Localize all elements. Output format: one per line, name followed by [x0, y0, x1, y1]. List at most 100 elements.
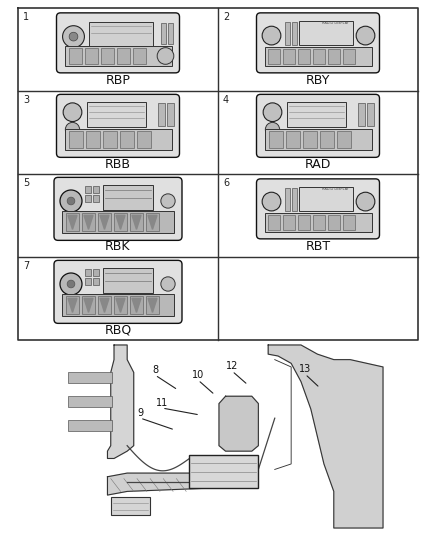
Text: RAD: RAD [305, 157, 331, 171]
Bar [285, 22, 290, 45]
Bar [114, 213, 127, 231]
Bar [166, 103, 173, 126]
Bar [312, 215, 325, 230]
Bar [85, 132, 99, 148]
Bar [328, 49, 339, 64]
FancyBboxPatch shape [57, 94, 180, 157]
Bar [98, 296, 111, 314]
Text: 8: 8 [152, 365, 158, 375]
Bar [343, 49, 354, 64]
Bar [283, 215, 294, 230]
Bar [133, 48, 145, 64]
Polygon shape [100, 298, 109, 312]
Bar [98, 213, 111, 231]
Bar [93, 278, 99, 285]
Bar [297, 49, 310, 64]
Bar [268, 132, 283, 148]
Text: 1: 1 [23, 12, 29, 22]
Text: 12: 12 [226, 361, 238, 371]
Bar [265, 213, 371, 232]
Circle shape [262, 26, 281, 45]
Polygon shape [132, 298, 141, 312]
FancyBboxPatch shape [57, 13, 180, 73]
FancyBboxPatch shape [257, 179, 379, 239]
Bar [268, 215, 279, 230]
Text: 9: 9 [137, 408, 143, 418]
Polygon shape [132, 215, 141, 229]
Polygon shape [116, 298, 125, 312]
Polygon shape [84, 215, 93, 229]
Bar [328, 215, 339, 230]
FancyBboxPatch shape [257, 94, 379, 157]
Bar [312, 49, 325, 64]
Bar [367, 103, 374, 126]
Polygon shape [84, 298, 93, 312]
Bar [68, 396, 113, 407]
Bar [62, 212, 174, 233]
Bar [82, 296, 95, 314]
Circle shape [63, 103, 82, 122]
FancyBboxPatch shape [54, 260, 182, 324]
Text: RADIO DISPLAY: RADIO DISPLAY [322, 187, 350, 191]
Bar [167, 23, 173, 44]
Bar [146, 296, 159, 314]
Bar [299, 21, 353, 45]
Text: 13: 13 [299, 364, 311, 374]
Text: RBB: RBB [105, 157, 131, 171]
Bar [102, 132, 117, 148]
Bar [158, 103, 165, 126]
Bar [190, 455, 258, 488]
Circle shape [161, 277, 175, 291]
Text: 3: 3 [23, 95, 29, 105]
Bar [68, 373, 113, 383]
Circle shape [263, 103, 282, 122]
Polygon shape [68, 215, 77, 229]
Bar [85, 187, 91, 193]
Circle shape [60, 190, 82, 212]
Bar [265, 47, 371, 66]
Text: RADIO DISPLAY: RADIO DISPLAY [322, 21, 350, 25]
Polygon shape [68, 298, 77, 312]
Circle shape [262, 192, 281, 211]
Polygon shape [219, 396, 258, 451]
Bar [66, 213, 79, 231]
Text: 7: 7 [23, 261, 29, 271]
Bar [292, 188, 297, 211]
Bar [299, 187, 353, 211]
Text: RBQ: RBQ [104, 324, 132, 336]
Circle shape [67, 280, 75, 288]
Polygon shape [107, 345, 134, 458]
Text: 4: 4 [223, 95, 229, 105]
FancyBboxPatch shape [257, 13, 379, 73]
Bar [292, 22, 297, 45]
Bar [100, 48, 113, 64]
Bar [85, 269, 91, 276]
Bar [286, 132, 300, 148]
Bar [62, 294, 174, 317]
Circle shape [60, 273, 82, 295]
Polygon shape [148, 298, 157, 312]
Bar [319, 132, 333, 148]
Bar [130, 296, 143, 314]
Circle shape [69, 33, 78, 41]
Circle shape [157, 47, 174, 64]
Polygon shape [107, 473, 219, 495]
Bar [66, 296, 79, 314]
Bar [93, 187, 99, 193]
Text: RBT: RBT [305, 240, 331, 254]
Bar [88, 22, 153, 46]
Bar [357, 103, 364, 126]
Bar [68, 48, 81, 64]
Bar [343, 215, 354, 230]
Polygon shape [268, 345, 383, 528]
Bar [85, 278, 91, 285]
Bar [265, 130, 371, 150]
Bar [111, 497, 150, 515]
Text: 2: 2 [223, 12, 229, 22]
Bar [64, 46, 172, 66]
Bar [268, 49, 279, 64]
Bar [103, 185, 153, 211]
Text: 11: 11 [156, 398, 168, 408]
Circle shape [161, 194, 175, 208]
Bar [64, 130, 172, 150]
